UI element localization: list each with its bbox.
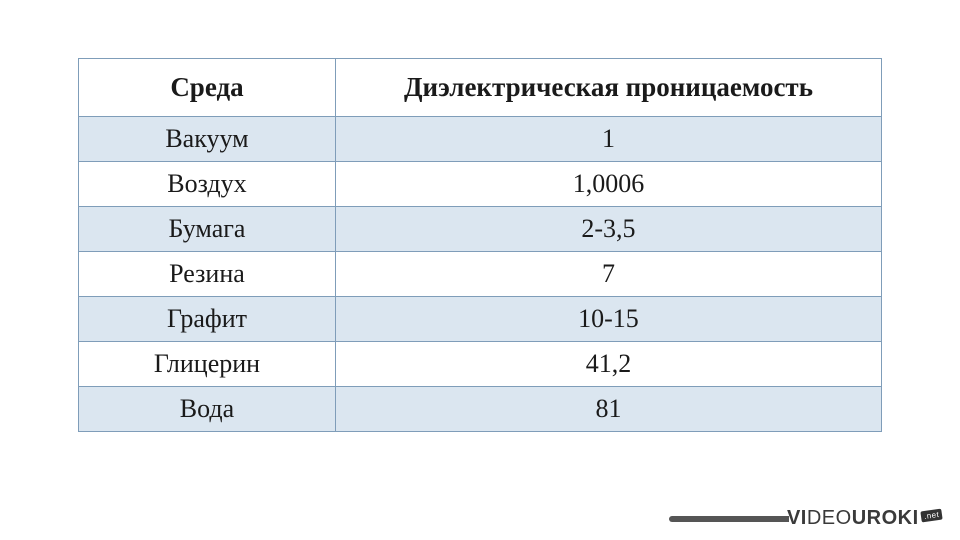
watermark-deo: DEO [807,507,852,530]
watermark: VI DEO UROKI .net [669,507,942,530]
table-row: Резина 7 [79,252,882,297]
cell-medium: Вода [79,387,336,432]
col-header-value: Диэлектрическая проницаемость [335,59,881,117]
cell-medium: Бумага [79,207,336,252]
cell-medium: Глицерин [79,342,336,387]
watermark-vi: VI [787,507,807,530]
col-header-medium: Среда [79,59,336,117]
table-row: Воздух 1,0006 [79,162,882,207]
table-header-row: Среда Диэлектрическая проницаемость [79,59,882,117]
table-row: Бумага 2-3,5 [79,207,882,252]
watermark-uroki: UROKI [852,507,919,530]
table-row: Глицерин 41,2 [79,342,882,387]
table: Среда Диэлектрическая проницаемость Ваку… [78,58,882,432]
cell-medium: Вакуум [79,117,336,162]
cell-medium: Графит [79,297,336,342]
cell-value: 1 [335,117,881,162]
cell-value: 81 [335,387,881,432]
cell-value: 41,2 [335,342,881,387]
watermark-text: VI DEO UROKI .net [787,507,942,530]
cell-value: 1,0006 [335,162,881,207]
cell-value: 2-3,5 [335,207,881,252]
cell-value: 7 [335,252,881,297]
watermark-bar [669,516,789,522]
table-row: Вода 81 [79,387,882,432]
permittivity-table: Среда Диэлектрическая проницаемость Ваку… [78,58,882,432]
slide: Среда Диэлектрическая проницаемость Ваку… [0,0,960,540]
table-row: Вакуум 1 [79,117,882,162]
cell-medium: Резина [79,252,336,297]
cell-medium: Воздух [79,162,336,207]
cell-value: 10-15 [335,297,881,342]
watermark-badge: .net [920,509,943,523]
table-row: Графит 10-15 [79,297,882,342]
